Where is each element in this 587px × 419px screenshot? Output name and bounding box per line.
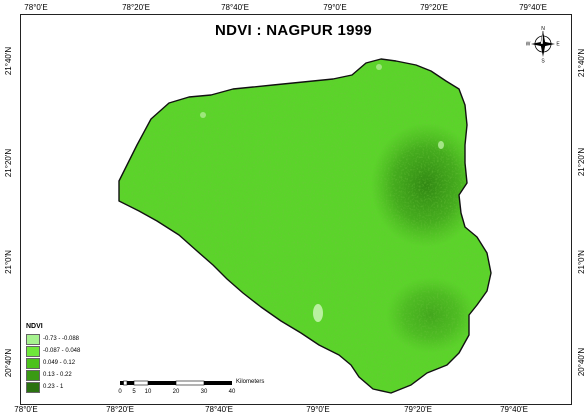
legend-item: 0.13 - 0.22 [26,369,80,381]
legend: NDVI -0.73 - -0.088 -0.087 - 0.048 0.049… [26,323,80,393]
legend-item: -0.087 - 0.048 [26,345,80,357]
bright-patch [313,304,323,322]
legend-label: 0.23 - 1 [43,384,64,390]
latitude-label-right-text: 21°0'N [577,250,586,274]
map-canvas[interactable] [21,15,573,406]
legend-swatch [26,333,40,345]
longitude-label-bottom: 79°0'E [306,405,330,414]
map-title: NDVI : NAGPUR 1999 [214,22,373,39]
compass-rose-icon: N S E W [526,25,561,65]
district-boundary[interactable] [118,58,492,394]
longitude-label-bottom: 78°20'E [106,405,134,414]
legend-label: -0.73 - -0.088 [43,336,80,342]
vegetation-texture [119,59,491,393]
longitude-label-top: 79°0'E [323,3,347,12]
legend-label: -0.087 - 0.048 [43,348,81,354]
scale-label: 5 [132,389,136,395]
latitude-label-left-text: 21°20'N [4,148,13,178]
legend-label: 0.13 - 0.22 [43,372,72,378]
longitude-label-top: 78°20'E [122,3,150,12]
scale-label: 10 [144,389,152,395]
scale-label: 20 [172,389,180,395]
longitude-label-top: 78°0'E [24,3,48,12]
longitude-label-top: 78°40'E [221,3,249,12]
legend-item: -0.73 - -0.088 [26,333,80,345]
longitude-label-bottom: 79°20'E [404,405,432,414]
legend-swatch [26,357,40,369]
legend-swatch [26,369,40,381]
longitude-label-top: 79°20'E [420,3,448,12]
latitude-label-right-text: 20°40'N [577,347,586,377]
latitude-label-left-text: 21°0'N [4,250,13,274]
bright-patch [200,112,206,118]
map-frame [20,14,572,405]
south-label: S [541,59,545,64]
east-label: E [556,42,560,48]
latitude-label-left-text: 20°40'N [4,348,13,378]
latitude-label-right-text: 21°20'N [577,147,586,177]
longitude-label-bottom: 78°40'E [205,405,233,414]
legend-item: 0.049 - 0.12 [26,357,80,369]
bright-patch [438,141,444,149]
longitude-label-bottom: 78°0'E [14,405,38,414]
legend-swatch [26,381,40,393]
legend-title: NDVI [26,323,43,330]
scale-unit: Kilometers [236,379,265,385]
longitude-label-top: 79°40'E [519,3,547,12]
latitude-label-right-text: 21°40'N [577,48,586,78]
west-label: W [526,42,531,48]
longitude-label-bottom: 79°40'E [500,405,528,414]
scale-label: 0 [118,389,122,395]
legend-item: 0.23 - 1 [26,381,80,393]
legend-swatch [26,345,40,357]
legend-label: 0.049 - 0.12 [43,360,76,366]
scale-label: 40 [228,389,236,395]
north-label: N [541,26,545,32]
latitude-label-left-text: 21°40'N [4,46,13,76]
bright-patch [376,64,382,70]
scale-label: 30 [200,389,208,395]
